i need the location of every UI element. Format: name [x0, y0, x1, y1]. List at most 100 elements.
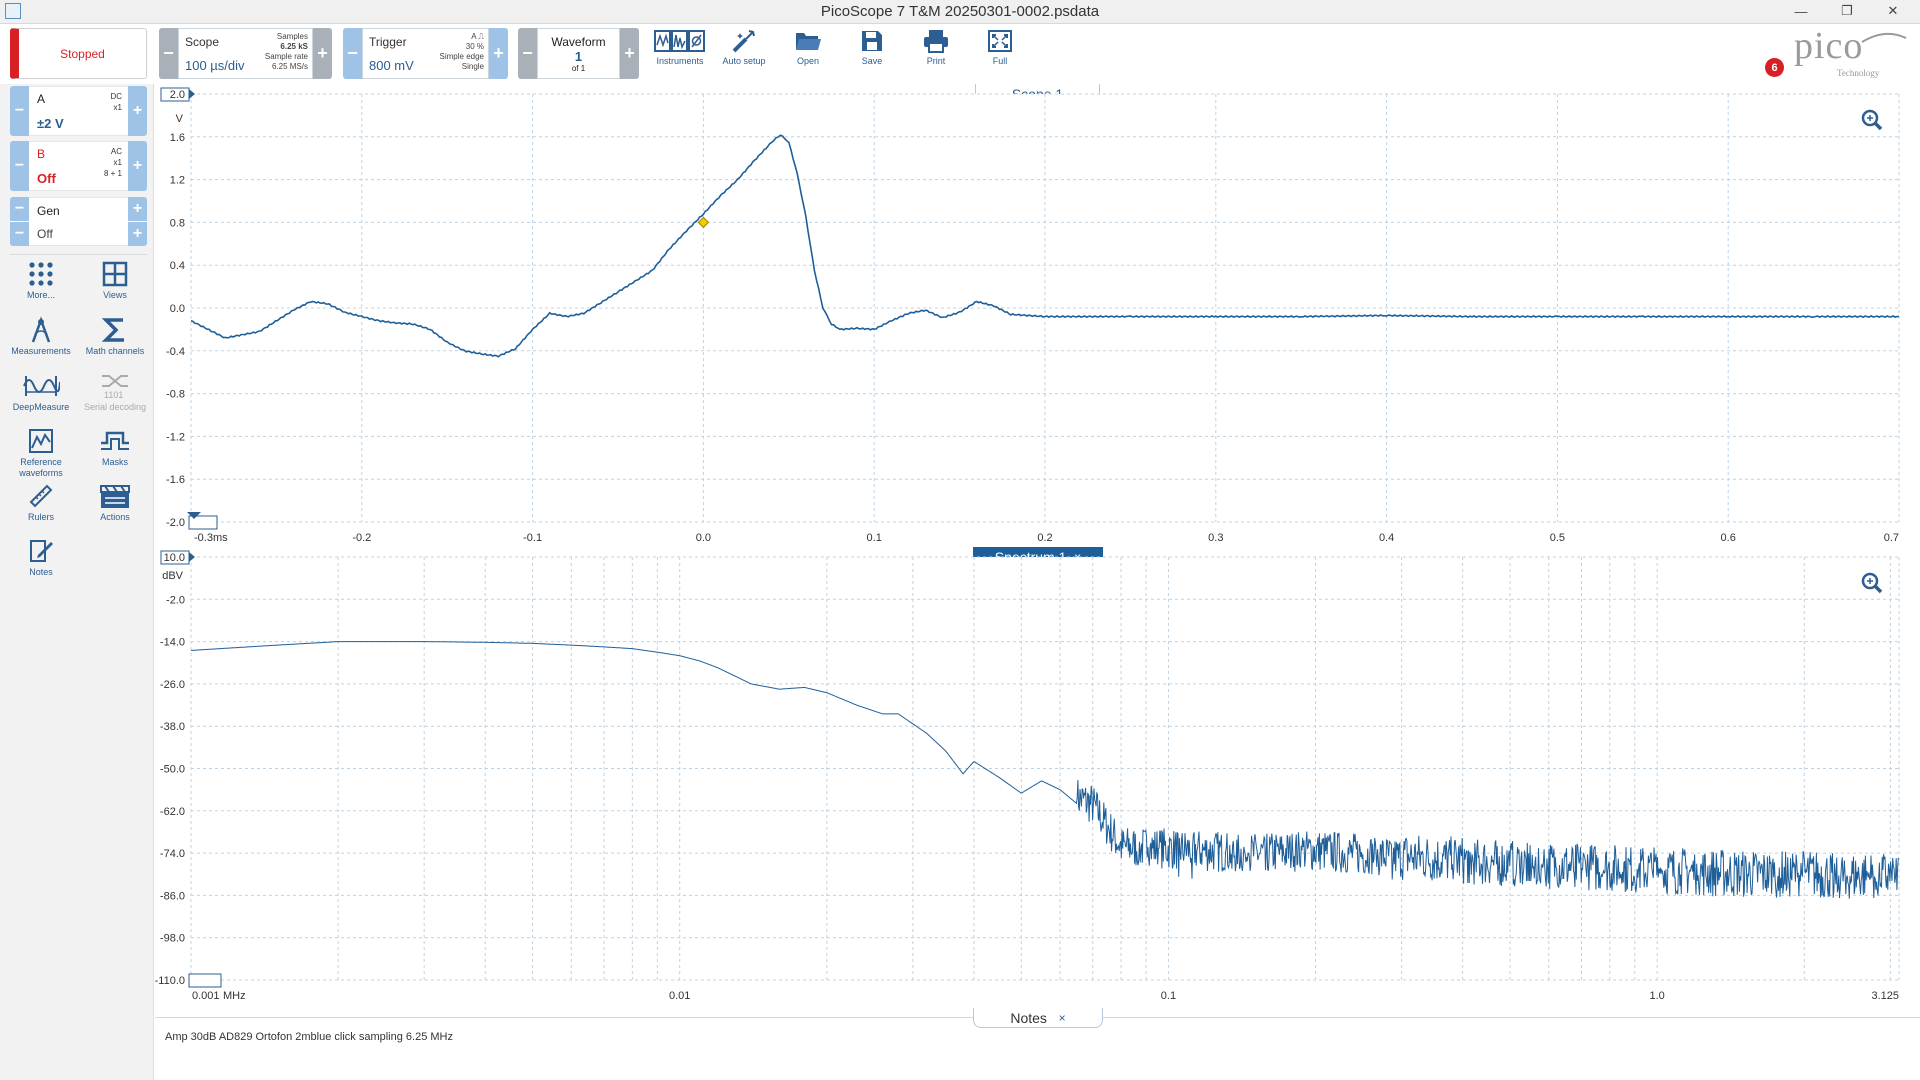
channel-b-range-increase[interactable]: +: [128, 141, 147, 191]
x-tick-label: -0.3: [194, 532, 213, 544]
waveform-panel[interactable]: Waveform 1 of 1: [537, 28, 620, 79]
y-tick-label: 1.6: [170, 132, 185, 144]
channel-a-axis-arrow-icon: [189, 89, 195, 99]
rising-edge-icon: ⎍: [478, 32, 484, 41]
views-button[interactable]: Views: [78, 260, 152, 301]
timebase-increase-button[interactable]: +: [313, 28, 332, 79]
fullscreen-icon: [988, 30, 1012, 52]
more-button[interactable]: More...: [4, 260, 78, 301]
signal-generator-panel[interactable]: Gen Off: [29, 197, 128, 246]
x-tick-label: 0.6: [1721, 532, 1736, 544]
gen-increase-top[interactable]: +: [128, 197, 147, 221]
gen-decrease-bottom[interactable]: −: [10, 221, 29, 246]
channel-a-label: A: [37, 92, 46, 106]
actions-button[interactable]: Actions: [78, 482, 152, 523]
tab-notes[interactable]: Notes ×: [973, 1008, 1103, 1028]
channel-a-range-decrease[interactable]: −: [10, 86, 29, 136]
y-tick-label: -50.0: [160, 764, 185, 776]
math-sigma-icon: [101, 318, 124, 342]
gen-decrease-top[interactable]: −: [10, 197, 29, 221]
x-axis-unit: ms: [213, 532, 228, 544]
serial-decoding-button[interactable]: 1101 Serial decoding: [78, 372, 152, 413]
zoom-icon[interactable]: [1861, 572, 1883, 594]
waveform-next-button[interactable]: +: [620, 28, 639, 79]
waveform-number: 1: [574, 49, 583, 64]
actions-icon: [100, 485, 130, 508]
x-axis-unit: MHz: [223, 990, 246, 1002]
y-tick-label: -1.6: [166, 474, 185, 486]
signal-generator-control: − − Gen Off + +: [10, 197, 147, 246]
deepmeasure-button[interactable]: DeepMeasure: [4, 372, 78, 413]
notes-icon: [30, 540, 53, 562]
timebase-decrease-button[interactable]: −: [159, 28, 178, 79]
y-tick-label: -1.2: [166, 431, 185, 443]
trigger-increase-button[interactable]: +: [489, 28, 508, 79]
timebase-panel[interactable]: Scope 100 µs/div Samples 6.25 kS Sample …: [178, 28, 313, 79]
open-button[interactable]: Open: [778, 27, 838, 66]
y-tick-label: -0.4: [166, 346, 185, 358]
x-tick-label: 0.1: [867, 532, 882, 544]
channel-a-control: − A DC x1 ±2 V +: [10, 86, 147, 136]
x-axis-min-box: [188, 515, 218, 530]
channel-a-range-increase[interactable]: +: [128, 86, 147, 136]
close-window-button[interactable]: ✕: [1887, 3, 1899, 18]
waveform-prev-button[interactable]: −: [518, 28, 537, 79]
y-tick-label: -86.0: [160, 890, 185, 902]
channel-b-range-decrease[interactable]: −: [10, 141, 29, 191]
trigger-decrease-button[interactable]: −: [343, 28, 362, 79]
x-tick-label: 0.1: [1161, 990, 1176, 1002]
reference-waveforms-icon: [29, 429, 53, 453]
samples-info: Samples 6.25 kS Sample rate 6.25 MS/s: [264, 32, 308, 71]
math-channels-button[interactable]: Math channels: [78, 316, 152, 357]
toolbar: Stopped − Scope 100 µs/div Samples 6.25 …: [0, 24, 1920, 84]
window-title: PicoScope 7 T&M 20250301-0002.psdata: [820, 3, 1100, 20]
minimize-button[interactable]: —: [1794, 3, 1808, 19]
save-button[interactable]: Save: [842, 27, 902, 66]
auto-setup-button[interactable]: Auto setup: [714, 27, 774, 66]
print-button[interactable]: Print: [906, 27, 966, 66]
y-tick-label: -74.0: [160, 848, 185, 860]
fullscreen-button[interactable]: Full: [970, 27, 1030, 66]
gen-label: Gen: [37, 204, 60, 218]
channel-a-panel[interactable]: A DC x1 ±2 V: [29, 86, 128, 136]
gen-increase-bottom[interactable]: +: [128, 221, 147, 246]
channel-a-coupling: DC x1: [110, 92, 122, 112]
x-tick-label: 0.7: [1884, 532, 1899, 544]
masks-button[interactable]: Masks: [78, 427, 152, 468]
trigger-marker[interactable]: [697, 216, 710, 229]
scope-graph[interactable]: 2.0 1.6 1.2 0.8 0.4 0.0 -0.4 -0.8 -1.2 -1.6 -2.0 V -…: [155, 84, 1920, 544]
y-tick-label: -38.0: [160, 721, 185, 733]
spectrum-graph[interactable]: 10.0 -2.0 -14.0 -26.0 -38.0 -50.0 -62.0 -74.0 -8…: [155, 547, 1920, 1007]
auto-setup-icon: [732, 30, 755, 53]
y-axis-unit: V: [176, 113, 184, 125]
y-tick-label: -0.8: [166, 389, 185, 401]
channel-b-label: B: [37, 147, 46, 161]
instruments-button[interactable]: Instruments: [650, 27, 710, 66]
y-axis-unit: dBV: [162, 570, 183, 582]
more-icon: [29, 262, 53, 286]
notes-button[interactable]: Notes: [4, 537, 78, 578]
notification-badge[interactable]: 6: [1765, 58, 1784, 77]
trigger-control: − Trigger 800 mV A ⎍ 30 % Simple edge Si…: [343, 28, 508, 79]
trigger-info: A ⎍ 30 % Simple edge Single: [439, 32, 484, 71]
rulers-button[interactable]: Rulers: [4, 482, 78, 523]
zoom-icon[interactable]: [1861, 109, 1883, 131]
serial-decoding-icon: 1101: [102, 375, 128, 400]
timebase-control: − Scope 100 µs/div Samples 6.25 kS Sampl…: [159, 28, 332, 79]
rulers-icon: [29, 484, 53, 508]
save-icon: [862, 31, 882, 51]
channel-b-panel[interactable]: B AC x1 8 + 1 Off: [29, 141, 128, 191]
scope-trace-a: [190, 134, 1900, 358]
gen-state: Off: [37, 227, 53, 241]
run-stop-button[interactable]: Stopped: [10, 28, 147, 79]
reference-waveforms-button[interactable]: Reference waveforms: [4, 427, 78, 479]
channel-b-control: − B AC x1 8 + 1 Off +: [10, 141, 147, 191]
timebase-label: Scope: [185, 35, 220, 49]
trigger-panel[interactable]: Trigger 800 mV A ⎍ 30 % Simple edge Sing…: [362, 28, 489, 79]
measurements-button[interactable]: Measurements: [4, 316, 78, 357]
x-tick-label: 0.0: [696, 532, 711, 544]
close-notes-icon[interactable]: ×: [1058, 1010, 1066, 1025]
x-tick-label: 0.01: [669, 990, 690, 1002]
y-tick-label: -2.0: [166, 517, 185, 529]
restore-button[interactable]: ❐: [1841, 3, 1853, 18]
